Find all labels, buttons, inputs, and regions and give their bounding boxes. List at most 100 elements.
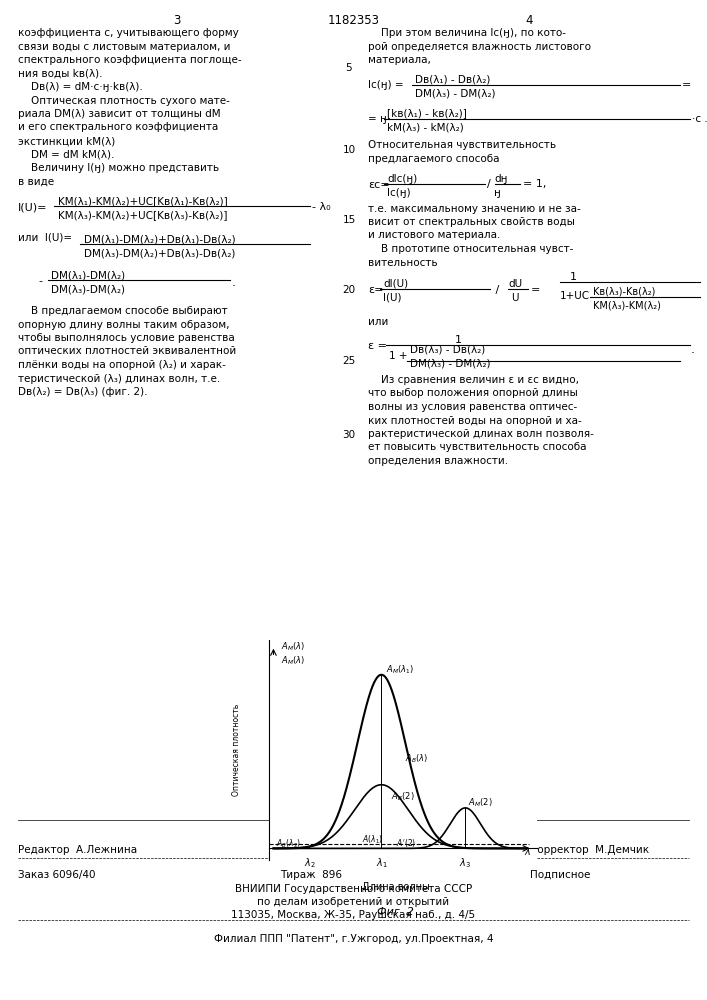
Text: ε =: ε = — [368, 341, 387, 351]
Text: В предлагаемом способе выбирают: В предлагаемом способе выбирают — [18, 306, 228, 316]
Text: 1+UC: 1+UC — [560, 291, 590, 301]
Text: I(U)=: I(U)= — [18, 202, 47, 212]
Text: Iс(ӈ): Iс(ӈ) — [387, 188, 411, 198]
Text: в виде: в виде — [18, 176, 54, 186]
Text: [kв(λ₁) - kв(λ₂)]: [kв(λ₁) - kв(λ₂)] — [387, 108, 467, 118]
Text: $A'(2)$: $A'(2)$ — [396, 837, 416, 849]
Text: ния воды kв(λ).: ния воды kв(λ). — [18, 68, 103, 79]
Text: Тираж  896: Тираж 896 — [280, 870, 342, 880]
Text: .: . — [691, 343, 695, 356]
Text: ε=: ε= — [368, 285, 383, 295]
Text: $A_B(\lambda)$: $A_B(\lambda)$ — [405, 753, 428, 765]
Text: т.е. максимальному значению и не за-: т.е. максимальному значению и не за- — [368, 204, 580, 214]
Text: Dв(λ₂) = Dв(λ₃) (фиг. 2).: Dв(λ₂) = Dв(λ₃) (фиг. 2). — [18, 387, 148, 397]
Text: 1: 1 — [570, 272, 577, 282]
Text: Редактор  А.Лежнина: Редактор А.Лежнина — [18, 845, 137, 855]
Text: Оптическая плотность сухого мате-: Оптическая плотность сухого мате- — [18, 96, 230, 105]
Text: 1: 1 — [455, 335, 462, 345]
Text: DМ(λ₁)-DМ(λ₂)+Dв(λ₁)-Dв(λ₂): DМ(λ₁)-DМ(λ₂)+Dв(λ₁)-Dв(λ₂) — [84, 234, 235, 244]
Text: или: или — [368, 317, 388, 327]
Text: 15: 15 — [342, 215, 356, 225]
Text: вительность: вительность — [368, 257, 438, 267]
Text: Относительная чувствительность: Относительная чувствительность — [368, 140, 556, 150]
Text: Техред  С.Мигунова: Техред С.Мигунова — [280, 845, 390, 855]
Text: $\lambda$: $\lambda$ — [524, 845, 532, 857]
Text: /: / — [492, 285, 506, 295]
Text: Dв(λ₃) - Dв(λ₂): Dв(λ₃) - Dв(λ₂) — [410, 345, 485, 355]
Text: спектрального коэффициента поглоще-: спектрального коэффициента поглоще- — [18, 55, 242, 65]
Text: опорную длину волны таким образом,: опорную длину волны таким образом, — [18, 320, 230, 330]
Text: KМ(λ₃)-KМ(λ₂)+UC[Kв(λ₃)-Kв(λ₂)]: KМ(λ₃)-KМ(λ₂)+UC[Kв(λ₃)-Kв(λ₂)] — [58, 210, 228, 220]
Text: 5: 5 — [346, 63, 352, 73]
Text: Составитель  Ю.Гринева: Составитель Ю.Гринева — [285, 832, 422, 842]
Text: = 1,: = 1, — [523, 180, 547, 190]
Text: Корректор  М.Демчик: Корректор М.Демчик — [530, 845, 649, 855]
Text: Величину I(ӈ) можно представить: Величину I(ӈ) можно представить — [18, 163, 219, 173]
Text: 1 +: 1 + — [389, 351, 407, 361]
Text: dIс(ӈ): dIс(ӈ) — [387, 174, 417, 184]
Text: Подписное: Подписное — [530, 870, 590, 880]
Text: Фиг. 2: Фиг. 2 — [378, 907, 414, 917]
Text: экстинкции kМ(λ): экстинкции kМ(λ) — [18, 136, 115, 146]
Text: =: = — [531, 285, 540, 295]
Text: $A(\lambda_1)$: $A(\lambda_1)$ — [362, 833, 383, 846]
Text: или  I(U)=: или I(U)= — [18, 232, 72, 242]
Text: Dв(λ) = dМ·c·ӈ·kв(λ).: Dв(λ) = dМ·c·ӈ·kв(λ). — [18, 82, 143, 92]
Text: DМ(λ₃)-DМ(λ₂): DМ(λ₃)-DМ(λ₂) — [51, 284, 125, 294]
Text: DМ = dМ kМ(λ).: DМ = dМ kМ(λ). — [18, 149, 115, 159]
Text: I(U): I(U) — [383, 293, 402, 303]
Text: $A_B(\lambda_2)$: $A_B(\lambda_2)$ — [276, 838, 301, 850]
Text: и его спектрального коэффициента: и его спектрального коэффициента — [18, 122, 218, 132]
Text: 30: 30 — [342, 430, 356, 440]
Text: 4: 4 — [526, 14, 533, 27]
Text: $A_M(\lambda)$: $A_M(\lambda)$ — [281, 640, 305, 653]
Text: $A_M(\lambda_1)$: $A_M(\lambda_1)$ — [386, 663, 414, 676]
Text: = ӈ: = ӈ — [368, 114, 387, 124]
Text: 113035, Москва, Ж-35, Раушская наб., д. 4/5: 113035, Москва, Ж-35, Раушская наб., д. … — [231, 910, 476, 920]
Text: 3: 3 — [173, 14, 180, 27]
Text: ·c .: ·c . — [692, 114, 707, 124]
Text: коэффициента с, учитывающего форму: коэффициента с, учитывающего форму — [18, 28, 239, 38]
Text: оптических плотностей эквивалентной: оптических плотностей эквивалентной — [18, 347, 236, 357]
Text: $A_M(2)$: $A_M(2)$ — [468, 797, 492, 809]
Text: dI(U): dI(U) — [383, 279, 408, 289]
Text: волны из условия равенства оптичес-: волны из условия равенства оптичес- — [368, 402, 577, 412]
Text: $\lambda_1$: $\lambda_1$ — [375, 857, 387, 870]
Text: ет повысить чувствительность способа: ет повысить чувствительность способа — [368, 442, 587, 452]
Text: -: - — [38, 276, 42, 286]
Text: Оптическая плотность: Оптическая плотность — [232, 704, 241, 796]
Text: KМ(λ₁)-KМ(λ₂)+UC[Kв(λ₁)-Kв(λ₂)]: KМ(λ₁)-KМ(λ₂)+UC[Kв(λ₁)-Kв(λ₂)] — [58, 196, 228, 206]
Text: Kв(λ₃)-Kв(λ₂): Kв(λ₃)-Kв(λ₂) — [593, 287, 655, 297]
Text: 20: 20 — [342, 285, 356, 295]
Text: теристической (λ₃) длинах волн, т.е.: теристической (λ₃) длинах волн, т.е. — [18, 373, 221, 383]
Text: 10: 10 — [342, 145, 356, 155]
Text: - λ₀: - λ₀ — [312, 202, 331, 212]
Text: /: / — [487, 180, 494, 190]
Text: рой определяется влажность листового: рой определяется влажность листового — [368, 41, 591, 51]
Text: .: . — [232, 276, 236, 289]
Text: ВНИИПИ Государственного комитета СССР: ВНИИПИ Государственного комитета СССР — [235, 884, 472, 894]
Text: Длина волны: Длина волны — [362, 882, 430, 892]
Text: Dв(λ₁) - Dв(λ₂): Dв(λ₁) - Dв(λ₂) — [415, 75, 491, 85]
Text: ӈ: ӈ — [494, 188, 501, 198]
Text: dU: dU — [508, 279, 522, 289]
Text: kМ(λ₃) - kМ(λ₂): kМ(λ₃) - kМ(λ₂) — [387, 122, 464, 132]
Text: KМ(λ₃)-KМ(λ₂): KМ(λ₃)-KМ(λ₂) — [593, 300, 661, 310]
Text: При этом величина Iс(ӈ), по кото-: При этом величина Iс(ӈ), по кото- — [368, 28, 566, 38]
Text: что выбор положения опорной длины: что выбор положения опорной длины — [368, 388, 578, 398]
Text: Из сравнения величин ε и εс видно,: Из сравнения величин ε и εс видно, — [368, 375, 579, 385]
Text: Филиал ППП "Патент", г.Ужгород, ул.Проектная, 4: Филиал ППП "Патент", г.Ужгород, ул.Проек… — [214, 934, 493, 944]
Text: =: = — [682, 81, 691, 91]
Text: по делам изобретений и открытий: по делам изобретений и открытий — [257, 897, 450, 907]
Text: Iс(ӈ) =: Iс(ӈ) = — [368, 81, 407, 91]
Text: εс=: εс= — [368, 180, 390, 190]
Text: DМ(λ₃) - DМ(λ₂): DМ(λ₃) - DМ(λ₂) — [410, 359, 491, 369]
Text: DМ(λ₁)-DМ(λ₂): DМ(λ₁)-DМ(λ₂) — [51, 270, 125, 280]
Text: 1182353: 1182353 — [327, 14, 380, 27]
Text: рактеристической длинах волн позволя-: рактеристической длинах волн позволя- — [368, 429, 594, 439]
Text: U: U — [511, 293, 518, 303]
Text: связи воды с листовым материалом, и: связи воды с листовым материалом, и — [18, 41, 230, 51]
Text: плёнки воды на опорной (λ₂) и харак-: плёнки воды на опорной (λ₂) и харак- — [18, 360, 226, 370]
Text: и листового материала.: и листового материала. — [368, 231, 501, 240]
Text: определения влажности.: определения влажности. — [368, 456, 508, 466]
